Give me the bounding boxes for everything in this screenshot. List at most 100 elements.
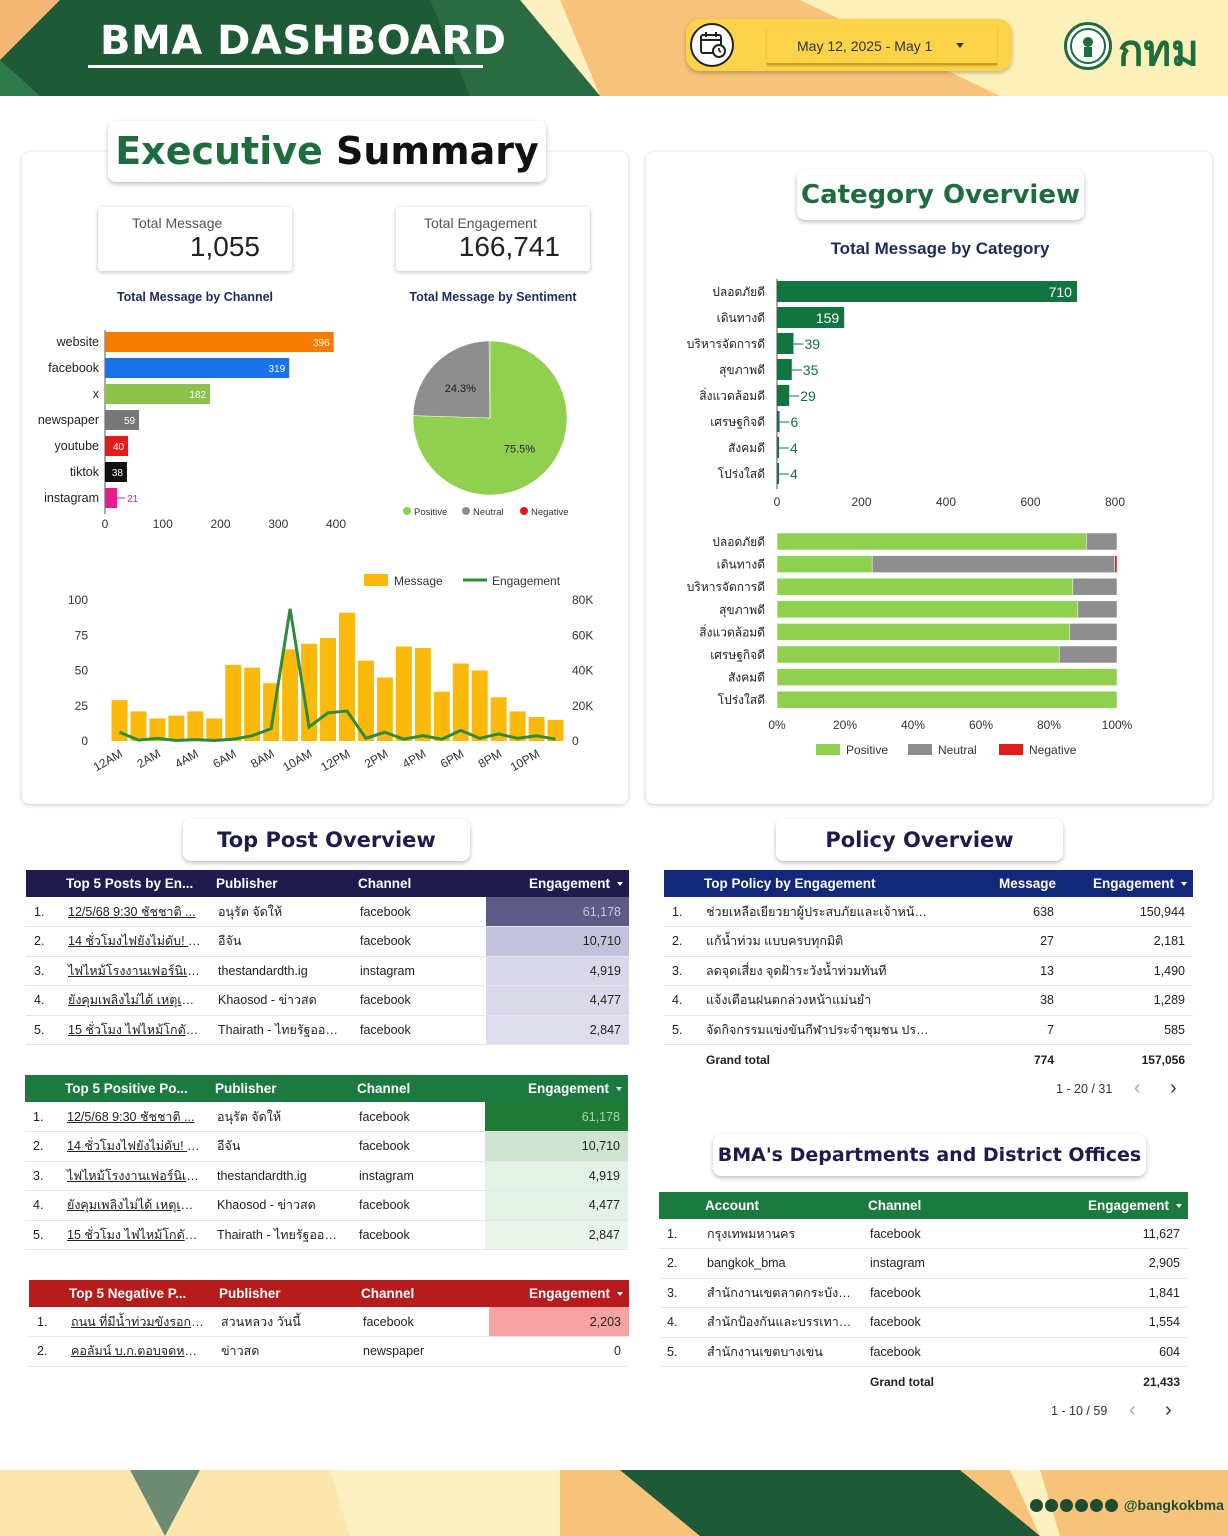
chevron-right-icon[interactable]: › xyxy=(1165,1399,1172,1421)
table-row[interactable]: 5. สำนักงานเขตบางเขน facebook 604 xyxy=(659,1337,1188,1367)
engagement-cell: 2,847 xyxy=(485,1220,628,1250)
calendar-icon[interactable] xyxy=(690,23,734,67)
post-title-link[interactable]: 14 ชั่วโมงไฟยังไม่ดับ! #ไ... xyxy=(59,1131,209,1162)
column-header-sorted[interactable]: Engagement xyxy=(489,1280,629,1307)
row-index: 4. xyxy=(659,1307,699,1338)
x-tick-label: 0% xyxy=(768,718,786,732)
table-row[interactable]: 1. ถนน ที่มีน้ำท่วมขังรอการร... สวนหลวง วั… xyxy=(29,1307,629,1337)
table-row[interactable]: 3. ไฟไหม้โรงงานเฟอร์นิเจอร์... thestandard… xyxy=(25,1161,628,1191)
post-title-link[interactable]: 15 ชั่วโมง ไฟไหม้โกดังโร... xyxy=(59,1220,209,1250)
table-row[interactable]: 4. แจ้งเตือนฝนตกล่วงหน้าแม่นยำ 38 1,289 xyxy=(664,985,1193,1016)
table-row[interactable]: 2. แก้น้ำท่วม แบบครบทุกมิติ 27 2,181 xyxy=(664,926,1193,957)
x-tick-label: 800 xyxy=(1105,495,1125,509)
column-header[interactable]: Publisher xyxy=(215,1081,277,1096)
grand-total-message: 774 xyxy=(1033,1052,1054,1067)
column-header[interactable]: Top Policy by Engagement xyxy=(704,876,876,891)
table-row[interactable]: 1. กรุงเทพมหานคร facebook 11,627 xyxy=(659,1219,1188,1249)
row-index: 1. xyxy=(29,1307,63,1337)
tiktok-icon[interactable] xyxy=(1105,1499,1118,1512)
row-index: 3. xyxy=(659,1278,699,1308)
column-header-sorted[interactable]: Engagement xyxy=(486,870,629,897)
chevron-down-icon[interactable] xyxy=(956,43,964,48)
table-row[interactable]: 4.สำนักป้องกันและบรรเทาสาธาร...facebook1… xyxy=(659,1307,1188,1338)
data-label: 182 xyxy=(189,390,206,401)
chevron-left-icon[interactable]: ‹ xyxy=(1129,1399,1136,1421)
table-row[interactable]: 1. 12/5/68 9:30 ชัชชาติ ... อนุรัต จัดให้ f… xyxy=(26,897,629,927)
column-header-sorted[interactable]: Engagement xyxy=(1062,870,1193,897)
column-header[interactable]: Message xyxy=(998,876,1056,891)
column-header[interactable]: Account xyxy=(705,1198,759,1213)
column-header[interactable]: Top 5 Negative P... xyxy=(69,1286,187,1301)
table-row[interactable]: 2. 14 ชั่วโมงไฟยังไม่ดับ! #ไ... อีจัน faceb… xyxy=(25,1131,628,1162)
post-title-link[interactable]: 14 ชั่วโมงไฟยังไม่ดับ! #ไ... xyxy=(60,926,210,957)
x-tick-label: 2AM xyxy=(135,746,163,770)
table-row[interactable]: 3. ลดจุดเสี่ยง จุดฝ้าระวังน้ำท่วมทันที 13 1… xyxy=(664,956,1193,986)
sort-desc-icon xyxy=(616,1087,622,1092)
post-title-link[interactable]: ไฟไหม้โรงงานเฟอร์นิเจอร์... xyxy=(59,1161,209,1191)
engagement-cell: 4,919 xyxy=(486,956,629,986)
table-row[interactable]: 3. สำนักงานเขตลาดกระบัง Latkr... facebook 1… xyxy=(659,1278,1188,1308)
table-row[interactable]: 1. ช่วยเหลือเยียวยาผู้ประสบภัยและเจ้าหน้า… xyxy=(664,897,1193,927)
x-icon[interactable] xyxy=(1030,1499,1043,1512)
table-row[interactable]: 4. ยังคุมเพลิงไม่ได้ เหตุเพลิงไ... Khaosod… xyxy=(26,985,629,1016)
legend-label: Message xyxy=(394,574,443,588)
x-tick-label: 4AM xyxy=(172,746,200,770)
column-header-sorted[interactable]: Engagement xyxy=(1012,1192,1188,1219)
channel-cell: facebook xyxy=(355,1307,489,1337)
channel-cell: facebook xyxy=(351,1102,485,1132)
post-title-link[interactable]: 12/5/68 9:30 ชัชชาติ ... xyxy=(59,1102,209,1132)
title-underline xyxy=(88,65,483,68)
chevron-left-icon[interactable]: ‹ xyxy=(1134,1077,1141,1099)
post-title-link[interactable]: คอลัมน์ บ.ก.ตอบจดหมาย xyxy=(63,1336,213,1367)
table-row[interactable]: 2. bangkok_bma instagram 2,905 xyxy=(659,1248,1188,1279)
instagram-icon[interactable] xyxy=(1090,1499,1103,1512)
post-title-link[interactable]: ไฟไหม้โรงงานเฟอร์นิเจอร์... xyxy=(60,956,210,986)
publisher-cell: thestandardth.ig xyxy=(210,956,352,986)
row-index: 4. xyxy=(25,1190,59,1221)
data-label: 39 xyxy=(804,336,820,352)
column-header[interactable]: Top 5 Positive Po... xyxy=(65,1081,188,1096)
column-header[interactable]: Channel xyxy=(357,1081,411,1096)
x-tick-label: 8AM xyxy=(248,746,276,770)
table-row[interactable]: 5. 15 ชั่วโมง ไฟไหม้โกดังโร... Thairath - … xyxy=(25,1220,628,1250)
table-row[interactable]: 4. ยังคุมเพลิงไม่ได้ เหตุเพลิงไ... Khaosod… xyxy=(25,1190,628,1221)
kpi-value: 1,055 xyxy=(189,231,260,262)
social-links: @bangkokbma xyxy=(1030,1497,1224,1513)
category-label: สังคมดี xyxy=(728,671,765,685)
x-tick-label: 2PM xyxy=(362,746,390,770)
policy-table: Top Policy by Engagement Message Engagem… xyxy=(664,870,1193,1074)
column-header-sorted[interactable]: Engagement xyxy=(485,1075,628,1102)
stacked-segment xyxy=(776,577,1074,596)
post-title-link[interactable]: ถนน ที่มีน้ำท่วมขังรอการร... xyxy=(63,1307,213,1337)
bar xyxy=(282,649,299,741)
facebook-icon[interactable] xyxy=(1045,1499,1058,1512)
bar xyxy=(105,462,127,482)
column-header[interactable]: Publisher xyxy=(216,876,278,891)
chevron-right-icon[interactable]: › xyxy=(1170,1077,1177,1099)
y-left-tick-label: 100 xyxy=(68,593,88,607)
column-header[interactable]: Channel xyxy=(358,876,412,891)
engagement-cell: 1,490 xyxy=(1062,956,1193,986)
column-header[interactable]: Publisher xyxy=(219,1286,281,1301)
youtube-icon[interactable] xyxy=(1060,1499,1073,1512)
table-row[interactable]: 3. ไฟไหม้โรงงานเฟอร์นิเจอร์... thestandard… xyxy=(26,956,629,986)
column-header[interactable]: Channel xyxy=(868,1198,922,1213)
column-header[interactable]: Top 5 Posts by En... xyxy=(66,876,194,891)
bar xyxy=(471,670,488,741)
kpi-value: 166,741 xyxy=(458,231,560,262)
line-icon[interactable] xyxy=(1075,1499,1088,1512)
post-title-link[interactable]: 15 ชั่วโมง ไฟไหม้โกดังโร... xyxy=(60,1015,210,1045)
post-title-link[interactable]: 12/5/68 9:30 ชัชชาติ ... xyxy=(60,897,210,927)
post-title-link[interactable]: ยังคุมเพลิงไม่ได้ เหตุเพลิงไ... xyxy=(60,985,210,1016)
table-row[interactable]: 2. คอลัมน์ บ.ก.ตอบจดหมาย ข่าวสด newspaper 0 xyxy=(29,1336,629,1367)
bar xyxy=(168,715,185,741)
table-row[interactable]: 2. 14 ชั่วโมงไฟยังไม่ดับ! #ไ... อีจัน faceb… xyxy=(26,926,629,957)
table-row[interactable]: 5. 15 ชั่วโมง ไฟไหม้โกดังโร... Thairath - … xyxy=(26,1015,629,1045)
table-row[interactable]: 1. 12/5/68 9:30 ชัชชาติ ... อนุรัต จัดให้ f… xyxy=(25,1102,628,1132)
channel-cell: facebook xyxy=(862,1278,1012,1308)
column-header[interactable]: Channel xyxy=(361,1286,415,1301)
data-label: 59 xyxy=(124,416,136,427)
y-right-tick-label: 40K xyxy=(572,664,593,678)
table-row[interactable]: 5. จัดกิจกรรมแข่งขันกีฬาประจำชุมชน ประ...… xyxy=(664,1015,1193,1045)
post-title-link[interactable]: ยังคุมเพลิงไม่ได้ เหตุเพลิงไ... xyxy=(59,1190,209,1221)
